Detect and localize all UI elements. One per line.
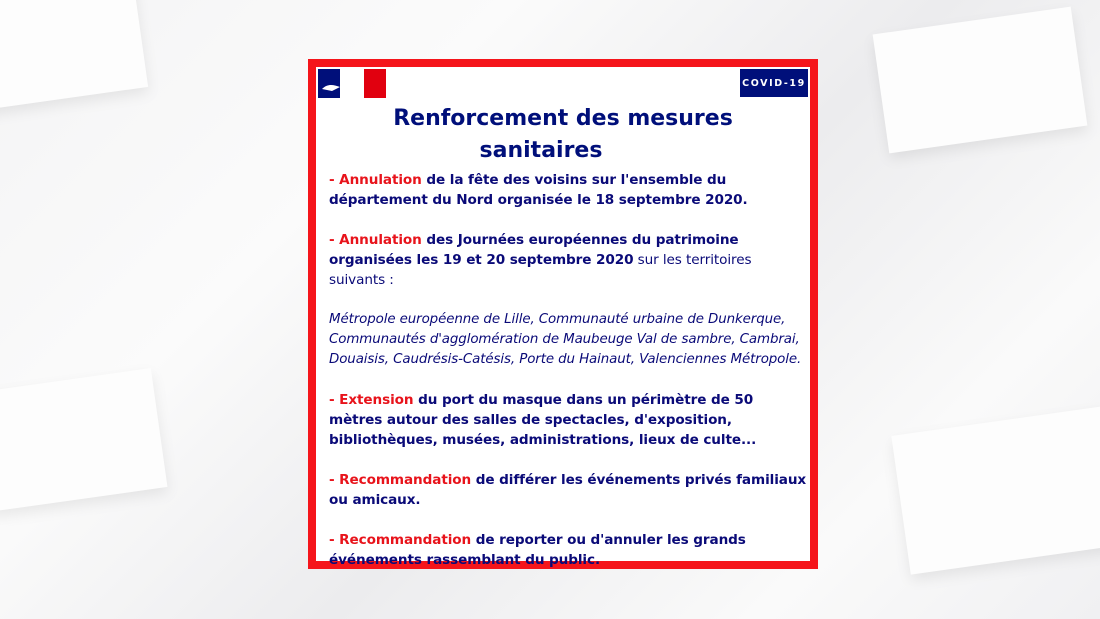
item-text: de différer les événements privés famili… xyxy=(329,472,807,508)
background-tile xyxy=(891,405,1100,575)
item-text: des Journées européennes du patrimoine o… xyxy=(329,232,739,268)
item-text: de reporter ou d'annuler les grands évén… xyxy=(329,532,746,568)
background-tile xyxy=(0,368,168,512)
measures-list: - Annulation de la fête des voisins sur … xyxy=(329,170,809,590)
list-item: - Extension du port du masque dans un pé… xyxy=(329,390,809,450)
list-item: - Annulation de la fête des voisins sur … xyxy=(329,170,809,210)
list-item: - Recommandation de différer les événeme… xyxy=(329,470,809,510)
item-lead: - Annulation xyxy=(329,232,422,248)
territories-list: Métropole européenne de Lille, Communaut… xyxy=(329,312,802,367)
item-lead: - Extension xyxy=(329,392,414,408)
covid-badge: COVID-19 xyxy=(740,69,808,97)
marianne-logo xyxy=(318,69,386,98)
title-line: Renforcement des mesures xyxy=(393,106,733,131)
item-lead: - Recommandation xyxy=(329,472,472,488)
item-lead: - Annulation xyxy=(329,172,422,188)
list-item: - Recommandation de reporter ou d'annule… xyxy=(329,530,809,570)
item-text: du port du masque dans un périmètre de 5… xyxy=(329,392,757,448)
background-tile xyxy=(872,6,1088,154)
item-text: de la fête des voisins sur l'ensemble du… xyxy=(329,172,748,208)
page-title: Renforcement des mesures sanitaires xyxy=(316,103,810,167)
title-line: sanitaires xyxy=(479,138,603,163)
announcement-card: COVID-19 Renforcement des mesures sanita… xyxy=(308,59,818,569)
item-text: sur les territoires suivants : xyxy=(329,252,752,288)
item-lead: - Recommandation xyxy=(329,532,472,548)
background-tile xyxy=(0,0,149,112)
list-item: - Annulation des Journées européennes du… xyxy=(329,230,809,290)
